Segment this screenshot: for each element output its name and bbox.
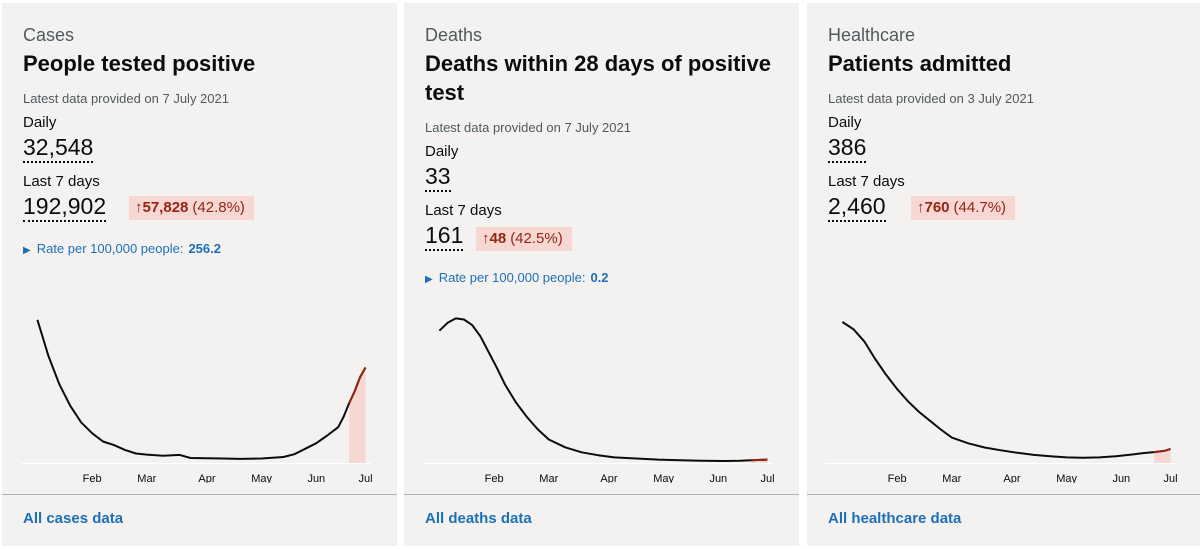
divider <box>2 494 397 495</box>
card-title: Patients admitted <box>828 51 1012 76</box>
chart-tick-label: Mar <box>539 473 558 483</box>
arrow-up-icon: ↑ <box>482 230 490 247</box>
chart-tick-label: Feb <box>485 473 504 483</box>
chart-series-line <box>841 321 1171 459</box>
healthcare-chart: Feb Mar Apr May Jun Jul <box>826 321 1178 483</box>
last-7-days-value[interactable]: 192,902 <box>23 193 107 222</box>
cases-chart: Feb Mar Apr May Jun Jul <box>21 319 373 483</box>
latest-data-date: Latest data provided on 7 July 2021 <box>425 120 631 135</box>
card-title: People tested positive <box>23 51 256 76</box>
divider <box>404 494 799 495</box>
chart-highlight-line <box>751 458 768 462</box>
healthcare-card: Healthcare Patients admitted Latest data… <box>807 3 1200 546</box>
cases-card: Cases People tested positive Latest data… <box>2 3 397 546</box>
chart-tick-label: Jul <box>761 473 775 483</box>
last-7-days-label: Last 7 days <box>23 173 100 190</box>
divider <box>807 494 1200 495</box>
card-category: Cases <box>23 25 75 45</box>
chart-tick-label: Feb <box>888 473 907 483</box>
daily-value[interactable]: 386 <box>828 134 867 163</box>
chart-highlight-line <box>348 367 367 404</box>
last-7-days-label: Last 7 days <box>425 202 502 219</box>
daily-label: Daily <box>425 143 459 160</box>
rate-label: Rate per 100,000 people: <box>438 270 586 285</box>
chart-series-line <box>36 319 367 460</box>
rate-toggle[interactable]: ▶ Rate per 100,000 people: 0.2 <box>425 270 609 285</box>
chart-tick-label: Jun <box>1112 473 1130 483</box>
expand-triangle-icon: ▶ <box>425 274 433 285</box>
chart-tick-label: Mar <box>137 473 156 483</box>
last-7-days-value[interactable]: 161 <box>425 222 464 251</box>
chart-tick-label: Apr <box>1003 473 1020 483</box>
change-value: 48 <box>489 230 507 247</box>
change-percent: (42.8%) <box>192 199 245 216</box>
chart-tick-label: Apr <box>198 473 215 483</box>
deaths-chart: Feb Mar Apr May Jun Jul <box>423 317 775 483</box>
change-badge[interactable]: ↑57,828 (42.8%) <box>129 196 254 220</box>
deaths-card: Deaths Deaths within 28 days of positive… <box>404 3 799 546</box>
latest-data-date: Latest data provided on 3 July 2021 <box>828 91 1034 106</box>
chart-tick-label: Apr <box>600 473 617 483</box>
chart-tick-label: Jul <box>1164 473 1178 483</box>
arrow-up-icon: ↑ <box>135 199 143 216</box>
change-badge[interactable]: ↑760 (44.7%) <box>911 196 1016 220</box>
card-title: Deaths within 28 days of positive test <box>425 51 771 105</box>
change-percent: (42.5%) <box>510 230 563 247</box>
rate-label: Rate per 100,000 people: <box>36 241 184 256</box>
chart-tick-label: Jun <box>709 473 727 483</box>
daily-value[interactable]: 32,548 <box>23 134 94 163</box>
change-percent: (44.7%) <box>953 199 1007 216</box>
daily-label: Daily <box>828 114 862 131</box>
chart-tick-label: Jul <box>359 473 373 483</box>
arrow-up-icon: ↑ <box>917 199 925 216</box>
chart-tick-label: Jun <box>307 473 325 483</box>
card-category: Healthcare <box>828 25 916 45</box>
all-cases-data-link[interactable]: All cases data <box>23 510 124 527</box>
change-value: 760 <box>924 199 950 216</box>
rate-toggle[interactable]: ▶ Rate per 100,000 people: 256.2 <box>23 241 221 256</box>
card-category: Deaths <box>425 25 483 45</box>
all-healthcare-data-link[interactable]: All healthcare data <box>828 510 962 527</box>
rate-value: 0.2 <box>590 270 609 285</box>
chart-highlight-line <box>1153 447 1171 454</box>
latest-data-date: Latest data provided on 7 July 2021 <box>23 91 229 106</box>
expand-triangle-icon: ▶ <box>23 245 31 256</box>
daily-value[interactable]: 33 <box>425 163 451 192</box>
chart-tick-label: May <box>251 473 272 483</box>
chart-tick-label: May <box>653 473 674 483</box>
chart-tick-label: Feb <box>83 473 102 483</box>
chart-tick-label: Mar <box>942 473 961 483</box>
chart-highlight-area <box>349 367 366 463</box>
change-value: 57,828 <box>142 199 189 216</box>
daily-label: Daily <box>23 114 57 131</box>
rate-value: 256.2 <box>188 241 221 256</box>
chart-series-line <box>438 317 768 462</box>
chart-tick-label: May <box>1056 473 1077 483</box>
last-7-days-label: Last 7 days <box>828 173 905 190</box>
change-badge[interactable]: ↑48 (42.5%) <box>476 227 572 251</box>
last-7-days-value[interactable]: 2,460 <box>828 193 886 222</box>
all-deaths-data-link[interactable]: All deaths data <box>425 510 532 527</box>
